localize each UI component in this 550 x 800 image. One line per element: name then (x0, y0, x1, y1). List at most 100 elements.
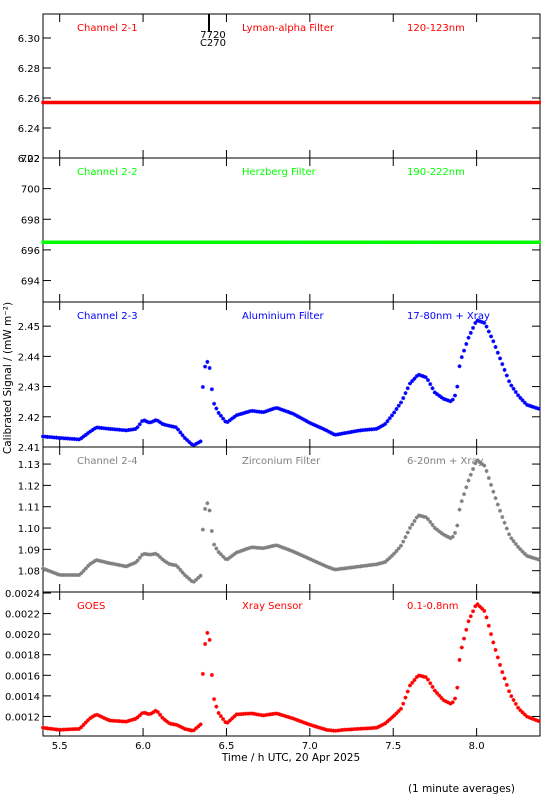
data-point (248, 409, 253, 414)
data-point (308, 723, 313, 728)
data-point (248, 711, 253, 716)
data-point (338, 566, 343, 571)
data-point (471, 325, 476, 330)
data-point (74, 437, 79, 442)
data-point (41, 725, 45, 730)
data-point (308, 557, 313, 562)
data-point (500, 670, 505, 675)
data-point (205, 359, 210, 364)
data-point (234, 712, 239, 717)
data-point (239, 548, 244, 553)
y-tick-label: 0.0016 (5, 671, 40, 682)
data-point (432, 525, 437, 530)
data-point (117, 563, 122, 568)
data-point (158, 420, 163, 425)
data-point (178, 430, 183, 435)
data-point (185, 727, 190, 732)
data-point (149, 711, 154, 716)
panel-frame (42, 591, 541, 737)
x-tick-label: 7.0 (302, 741, 318, 752)
data-point (284, 714, 289, 719)
data-point (304, 555, 309, 560)
data-point (214, 546, 219, 551)
data-point (371, 725, 376, 730)
data-point (428, 681, 433, 686)
data-point (320, 426, 325, 431)
data-point (74, 726, 79, 731)
data-point (155, 418, 160, 423)
data-point (471, 609, 476, 614)
data-point (511, 386, 516, 391)
data-point (507, 532, 512, 537)
data-point (387, 555, 392, 560)
data-point (529, 404, 534, 409)
data-point (133, 560, 138, 565)
data-point (426, 677, 431, 682)
panel-frame (42, 301, 541, 448)
y-tick-label: 702 (21, 154, 40, 165)
data-point (329, 430, 334, 435)
data-point (500, 362, 505, 367)
data-point (142, 418, 147, 423)
data-point (272, 543, 277, 548)
data-point (333, 728, 338, 733)
data-point (209, 387, 214, 392)
data-point (191, 443, 196, 448)
data-point (367, 427, 372, 432)
data-point (439, 395, 444, 400)
data-point (281, 545, 286, 550)
data-point (81, 568, 86, 573)
data-point (252, 711, 257, 716)
data-point (104, 426, 109, 431)
data-point (54, 435, 59, 440)
data-point (421, 674, 426, 679)
filter-label: Aluminium Filter (242, 311, 325, 322)
x-tick-label: 6.5 (219, 741, 235, 752)
data-point (47, 726, 52, 731)
data-point (347, 430, 352, 435)
data-point (200, 527, 205, 532)
data-point (92, 426, 97, 431)
data-point (45, 434, 50, 439)
data-point (167, 721, 172, 726)
data-point (389, 553, 394, 558)
data-point (407, 683, 412, 688)
data-point (279, 712, 284, 717)
panel-frame (42, 446, 541, 593)
data-point (491, 339, 496, 344)
data-point (383, 421, 388, 426)
data-point (162, 717, 167, 722)
data-point (295, 551, 300, 556)
data-point (498, 356, 503, 361)
data-point (209, 528, 214, 533)
data-point (180, 570, 185, 575)
data-point (392, 713, 397, 718)
data-point (239, 712, 244, 717)
data-point (435, 691, 440, 696)
data-point (378, 723, 383, 728)
data-point (209, 673, 214, 678)
data-point (333, 432, 338, 437)
data-point (428, 382, 433, 387)
channel-label: Channel 2-2 (77, 167, 138, 178)
data-point (430, 386, 435, 391)
data-point (385, 419, 390, 424)
data-point (198, 722, 203, 727)
data-point (441, 396, 446, 401)
data-point (396, 403, 401, 408)
data-point (387, 717, 392, 722)
data-point (243, 711, 248, 716)
data-point (326, 565, 331, 570)
data-point (259, 546, 264, 551)
data-point (331, 567, 336, 572)
data-point (196, 724, 201, 729)
data-point (455, 685, 460, 690)
data-point (77, 572, 82, 577)
data-point (302, 720, 307, 725)
data-point (362, 563, 367, 568)
band-label: 190-222nm (407, 167, 465, 178)
data-point (160, 557, 165, 562)
data-point (142, 551, 147, 556)
data-point (493, 496, 498, 501)
